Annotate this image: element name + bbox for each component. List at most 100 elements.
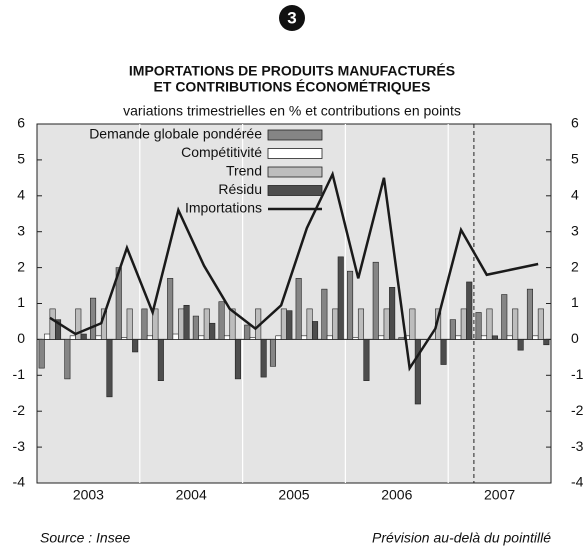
legend-swatch — [267, 166, 323, 178]
bar — [126, 308, 133, 340]
bar — [543, 339, 550, 346]
y2-tick-label: -2 — [571, 402, 584, 418]
bar — [312, 321, 319, 340]
bar — [440, 339, 447, 365]
bar — [389, 287, 396, 340]
bar — [295, 278, 302, 340]
bar — [532, 335, 539, 340]
bar — [90, 297, 97, 340]
bar — [537, 308, 544, 340]
bar — [80, 333, 87, 340]
bar — [486, 308, 493, 340]
y2-tick-label: 1 — [571, 294, 579, 310]
bar — [512, 308, 519, 340]
source: Source : Insee — [40, 530, 130, 546]
bar — [280, 308, 287, 340]
bar — [326, 335, 333, 340]
bar — [218, 301, 225, 340]
bar — [301, 335, 308, 340]
bar — [357, 308, 365, 340]
y2-tick-label: 2 — [571, 258, 579, 274]
y2-tick-label: 5 — [571, 151, 579, 167]
y-tick-label: 2 — [17, 258, 25, 274]
y-tick-label: -1 — [13, 366, 26, 382]
bar — [383, 308, 390, 340]
bar — [38, 339, 45, 369]
bar — [491, 335, 498, 340]
legend-label: Trend — [226, 163, 262, 179]
x-tick-label: 2005 — [278, 487, 309, 503]
legend-label: Importations — [185, 200, 262, 216]
y-tick-label: 3 — [17, 222, 25, 238]
bar — [337, 256, 344, 340]
bar — [244, 324, 251, 340]
bar — [234, 339, 241, 380]
y-tick-label: -4 — [13, 474, 26, 490]
bar — [398, 337, 405, 340]
y-tick-label: -3 — [13, 438, 26, 454]
bar — [192, 315, 199, 340]
bar — [286, 310, 293, 340]
bar — [363, 339, 370, 381]
y-tick-label: -2 — [13, 402, 26, 418]
bar — [75, 308, 82, 340]
legend-swatch — [267, 129, 323, 141]
bar — [352, 337, 359, 340]
bar — [203, 308, 210, 340]
bar — [146, 335, 153, 340]
bar — [209, 322, 216, 340]
bar — [455, 335, 462, 340]
bar — [321, 288, 328, 340]
chart-title: ET CONTRIBUTIONS ÉCONOMÉTRIQUES — [154, 79, 431, 95]
badge-circle — [279, 5, 305, 31]
y-tick-label: 4 — [17, 187, 25, 203]
x-tick-label: 2004 — [176, 487, 207, 503]
bar — [332, 308, 339, 340]
x-tick-label: 2003 — [73, 487, 104, 503]
bar — [480, 335, 488, 340]
bar — [115, 267, 122, 340]
bar — [69, 335, 76, 340]
badge: 3 — [287, 8, 296, 27]
y2-tick-label: 6 — [571, 115, 579, 131]
bar — [121, 337, 128, 340]
y-tick-label: 0 — [17, 330, 25, 346]
y2-tick-label: 4 — [571, 187, 579, 203]
bar — [378, 335, 385, 340]
x-tick-label: 2006 — [381, 487, 412, 503]
bar — [260, 339, 267, 378]
legend-label: Compétitivité — [181, 144, 262, 160]
bar — [44, 333, 51, 340]
bar — [64, 339, 71, 380]
bar — [249, 337, 256, 340]
y-tick-label: 6 — [17, 115, 25, 131]
bar — [95, 335, 102, 340]
bar — [132, 339, 139, 353]
bar — [172, 333, 179, 340]
y2-tick-label: -4 — [571, 474, 584, 490]
bar — [275, 335, 282, 340]
bar — [414, 339, 421, 405]
legend-swatch — [267, 148, 323, 159]
bar — [152, 308, 159, 340]
chart-title: IMPORTATIONS DE PRODUITS MANUFACTURÉS — [129, 63, 455, 79]
y2-tick-label: -3 — [571, 438, 584, 454]
bar — [229, 308, 236, 340]
y-tick-label: 1 — [17, 294, 25, 310]
y2-tick-label: -1 — [571, 366, 584, 382]
bar — [526, 288, 533, 340]
bar — [306, 308, 313, 340]
bar — [466, 281, 473, 340]
bar — [347, 270, 354, 340]
bar — [178, 308, 185, 340]
x-tick-label: 2007 — [484, 487, 515, 503]
note: Prévision au-delà du pointillé — [372, 530, 551, 546]
legend-swatch — [267, 185, 323, 196]
bar — [167, 278, 174, 340]
bar — [460, 308, 467, 340]
bar — [517, 339, 524, 351]
bar — [183, 304, 190, 340]
bar — [106, 339, 113, 398]
bar — [501, 294, 508, 340]
